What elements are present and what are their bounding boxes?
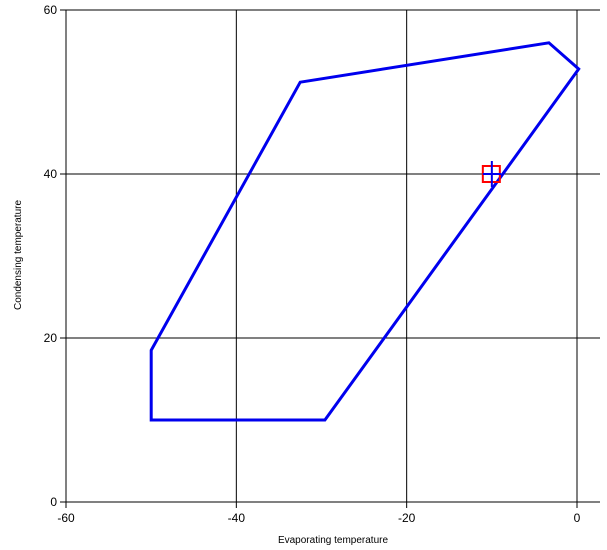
x-tick-label: -60 — [57, 511, 75, 525]
y-axis-title: Condensing temperature — [13, 200, 24, 311]
x-axis-title: Evaporating temperature — [278, 535, 389, 546]
labels-layer: Evaporating temperature Condensing tempe… — [13, 3, 581, 546]
y-tick-label: 20 — [44, 331, 58, 345]
y-tick-label: 0 — [50, 495, 57, 509]
envelope-line — [149, 41, 581, 422]
x-tick-label: 0 — [574, 511, 581, 525]
x-tick-label: -40 — [228, 511, 246, 525]
y-tick-label: 60 — [44, 3, 58, 17]
axes-layer — [60, 9, 600, 508]
x-tick-label: -20 — [398, 511, 416, 525]
marker-layer — [481, 161, 501, 187]
grid-layer — [66, 9, 600, 502]
y-tick-label: 40 — [44, 167, 58, 181]
series-layer — [149, 41, 581, 422]
